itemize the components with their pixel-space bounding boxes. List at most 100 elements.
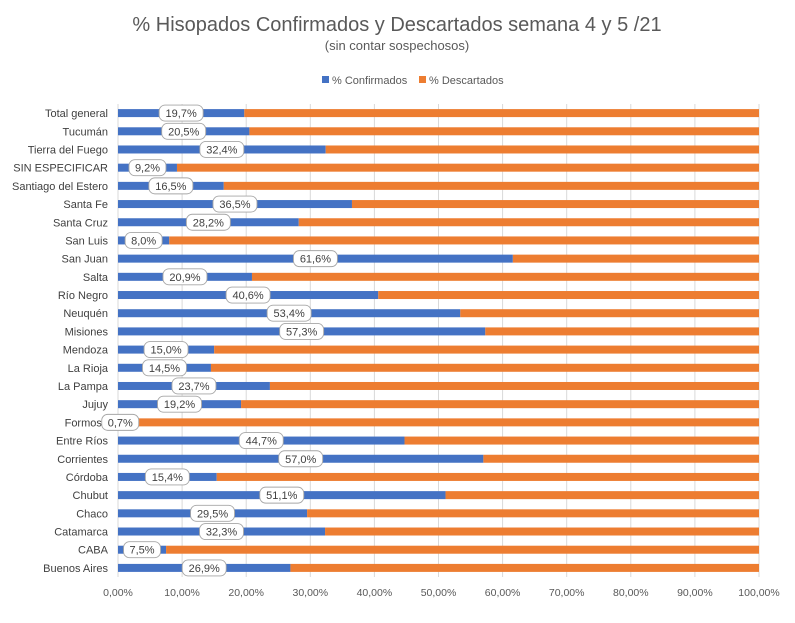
category-label: Total general (45, 108, 108, 120)
category-label: Neuquén (63, 308, 108, 320)
legend-label-confirmados: % Confirmados (332, 75, 408, 87)
data-label-text: 15,0% (150, 345, 181, 357)
data-label-text: 0,7% (108, 417, 133, 429)
x-tick-label: 80,00% (613, 587, 649, 599)
data-label: 19,7% (158, 104, 204, 122)
data-label-box (279, 322, 325, 340)
category-label: Chaco (76, 508, 108, 520)
data-label-text: 19,7% (166, 108, 197, 120)
data-label-box (123, 541, 161, 559)
data-label: 26,9% (181, 559, 227, 577)
category-label: San Juan (62, 254, 108, 266)
data-label-box (171, 377, 217, 395)
legend-swatch-descartados (419, 76, 426, 83)
bar-descartados (460, 309, 759, 318)
bar-descartados (122, 418, 759, 427)
data-label-text: 29,5% (197, 508, 228, 520)
data-label-text: 57,0% (285, 454, 316, 466)
data-label-box (162, 268, 208, 286)
data-label: 16,5% (148, 177, 194, 195)
bar-descartados (251, 272, 759, 281)
category-label: CABA (78, 545, 109, 557)
data-label-box (199, 523, 244, 540)
data-label-box (212, 195, 258, 213)
data-label: 19,2% (157, 395, 202, 413)
bar-descartados (210, 363, 759, 372)
data-label-box (148, 177, 194, 195)
bar-descartados (166, 545, 759, 554)
bar-descartados (169, 236, 759, 245)
data-label-box (142, 359, 187, 377)
category-label: Río Negro (58, 290, 108, 302)
bar-descartados (244, 109, 760, 118)
category-label: Mendoza (63, 345, 109, 357)
data-label-box (144, 468, 190, 486)
data-label-text: 9,2% (135, 163, 160, 175)
data-label-text: 28,2% (193, 217, 224, 229)
legend-label-descartados: % Descartados (429, 75, 504, 87)
bar-descartados (216, 472, 760, 481)
data-label-text: 14,5% (149, 363, 180, 375)
bar-descartados (351, 200, 759, 209)
category-label: Santa Fe (63, 199, 108, 211)
category-label: San Luis (65, 235, 108, 247)
data-label-text: 32,3% (206, 527, 237, 539)
data-label: 20,9% (162, 268, 208, 286)
data-label: 14,5% (142, 359, 187, 377)
data-label-box (143, 341, 189, 359)
bar-descartados (325, 527, 759, 536)
data-label: 28,2% (185, 213, 231, 231)
category-label: Chubut (73, 490, 108, 502)
x-tick-label: 20,00% (228, 587, 264, 599)
data-label: 44,7% (238, 432, 284, 450)
bar-descartados (378, 291, 759, 300)
category-label: Entre Ríos (56, 436, 108, 448)
data-label-text: 20,5% (168, 126, 199, 138)
data-label: 7,5% (123, 541, 161, 559)
data-label-box (190, 504, 235, 522)
data-label: 20,5% (161, 122, 207, 140)
category-labels: Total general Tucumán Tierra del Fuego SIN … (12, 108, 109, 575)
data-label-text: 32,4% (206, 144, 237, 156)
data-labels: 19,7% 20,5% 32,4% 9,2% 16,5% 36,5% 28,2% 8,0% 61… (101, 104, 338, 577)
legend-swatch-confirmados (322, 76, 329, 83)
bar-descartados (176, 163, 760, 172)
data-label: 61,6% (292, 250, 338, 268)
data-label-box (157, 395, 202, 413)
bar-descartados (298, 218, 759, 227)
category-label: Misiones (65, 326, 109, 338)
bar-descartados (485, 327, 759, 336)
data-label: 32,4% (199, 141, 245, 158)
category-label: La Rioja (68, 363, 109, 375)
bar-descartados (445, 491, 759, 500)
x-tick-label: 60,00% (485, 587, 521, 599)
x-tick-label: 0,00% (103, 587, 133, 599)
data-label-text: 57,3% (286, 326, 317, 338)
data-label-box (259, 486, 305, 504)
x-tick-label: 90,00% (677, 587, 713, 599)
data-label-text: 53,4% (274, 308, 305, 320)
chart-title: % Hisopados Confirmados y Descartados se… (132, 14, 661, 36)
x-tick-label: 50,00% (421, 587, 457, 599)
data-label: 32,3% (199, 523, 244, 540)
data-label-text: 26,9% (189, 563, 220, 575)
data-label-box (101, 413, 140, 431)
data-label-box (124, 231, 163, 249)
category-label: Santa Cruz (53, 217, 108, 229)
category-label: Corrientes (57, 454, 108, 466)
legend: % Confirmados % Descartados (322, 75, 504, 87)
x-axis-ticks: 0,00% 10,00% 20,00% 30,00% 40,00% 50,00% 60,00… (103, 587, 780, 599)
bar-descartados (241, 400, 759, 409)
data-label: 29,5% (190, 504, 235, 522)
data-label-box (199, 141, 245, 158)
x-tick-label: 30,00% (292, 587, 328, 599)
data-label-box (266, 304, 312, 322)
data-label: 0,7% (101, 413, 140, 431)
data-label: 15,0% (143, 341, 189, 359)
category-label: Catamarca (54, 527, 109, 539)
x-tick-label: 70,00% (549, 587, 585, 599)
bar-descartados (512, 254, 759, 263)
category-label: Formosa (65, 417, 109, 429)
data-label-text: 19,2% (164, 399, 195, 411)
